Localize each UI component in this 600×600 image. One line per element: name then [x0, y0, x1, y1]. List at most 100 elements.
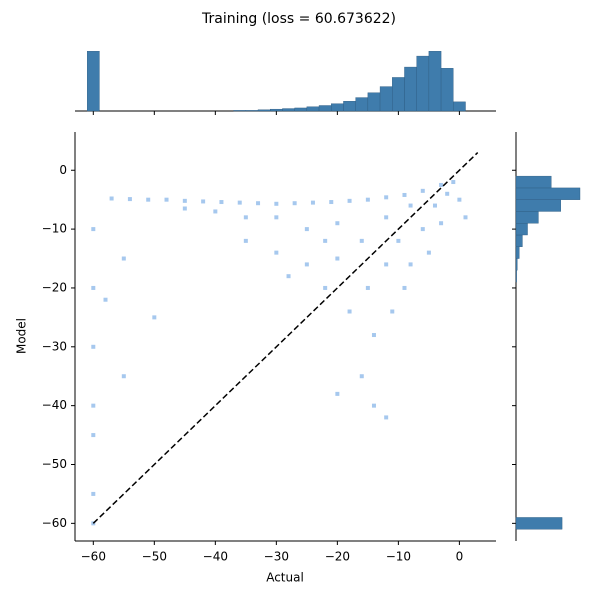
- x-axis-label: Actual: [266, 571, 304, 585]
- scatter-point: [304, 262, 309, 267]
- scatter-point: [371, 403, 376, 408]
- hist-bar: [515, 234, 523, 247]
- scatter-point: [91, 491, 96, 496]
- scatter-point: [439, 182, 444, 187]
- y-tick-label: −20: [42, 280, 67, 294]
- scatter-point: [146, 197, 151, 202]
- scatter-point: [274, 250, 279, 255]
- x-tick-label: −60: [81, 550, 106, 564]
- chart-title: Training (loss = 60.673622): [201, 11, 396, 27]
- hist-bar: [392, 77, 405, 112]
- scatter-point: [463, 215, 468, 220]
- x-tick-label: 0: [456, 550, 464, 564]
- scatter-point: [445, 191, 450, 196]
- hist-bar: [515, 246, 520, 259]
- scatter-point: [127, 197, 132, 202]
- hist-bar: [87, 51, 100, 112]
- scatter-point: [384, 215, 389, 220]
- scatter-point: [323, 285, 328, 290]
- hist-bar: [515, 223, 528, 236]
- hist-bar: [245, 110, 259, 112]
- scatter-point: [347, 198, 352, 203]
- scatter-point: [439, 221, 444, 226]
- scatter-point: [243, 238, 248, 243]
- y-axis-label: Model: [15, 318, 29, 354]
- y-tick-label: −40: [42, 398, 67, 412]
- scatter-point: [335, 391, 340, 396]
- scatter-point: [408, 262, 413, 267]
- scatter-point: [347, 309, 352, 314]
- scatter-point: [390, 309, 395, 314]
- hist-bar: [331, 103, 344, 112]
- hist-bar: [282, 108, 295, 112]
- scatter-point: [91, 433, 96, 438]
- scatter-point: [182, 206, 187, 211]
- scatter-point: [274, 215, 279, 220]
- y-tick-label: −10: [42, 222, 67, 236]
- x-tick-label: −40: [203, 550, 228, 564]
- scatter-point: [329, 200, 334, 205]
- scatter-point: [109, 196, 114, 201]
- scatter-point: [402, 285, 407, 290]
- y-tick-label: −50: [42, 457, 67, 471]
- scatter-point: [219, 200, 224, 205]
- hist-bar: [294, 107, 308, 112]
- scatter-point: [310, 200, 315, 205]
- scatter-point: [304, 227, 309, 232]
- hist-bar: [416, 55, 430, 112]
- scatter-point: [286, 274, 291, 279]
- hist-bar: [515, 175, 552, 189]
- scatter-point: [396, 238, 401, 243]
- scatter-point: [121, 256, 126, 261]
- scatter-point: [359, 374, 364, 379]
- hist-bar: [515, 270, 517, 283]
- hist-bar: [318, 105, 332, 112]
- scatter-point: [371, 333, 376, 338]
- scatter-point: [91, 285, 96, 290]
- scatter-point: [426, 250, 431, 255]
- scatter-point: [365, 197, 370, 202]
- scatter-point: [152, 315, 157, 320]
- x-tick-label: −30: [264, 550, 289, 564]
- scatter-point: [91, 344, 96, 349]
- scatter-point: [121, 374, 126, 379]
- hist-bar: [428, 51, 442, 112]
- scatter-point: [292, 201, 297, 206]
- scatter-point: [365, 285, 370, 290]
- hist-bar: [440, 68, 454, 112]
- x-tick-label: −50: [142, 550, 167, 564]
- hist-bar: [367, 92, 381, 112]
- hist-bar: [257, 109, 271, 112]
- scatter-point: [335, 256, 340, 261]
- y-tick-label: −30: [42, 339, 67, 353]
- hist-bar: [306, 106, 320, 112]
- y-tick-label: 0: [59, 163, 67, 177]
- hist-bar: [515, 211, 539, 224]
- scatter-point: [384, 195, 389, 200]
- scatter-point: [420, 188, 425, 193]
- hist-bar: [270, 108, 283, 112]
- scatter-point: [164, 197, 169, 202]
- scatter-point: [451, 180, 456, 185]
- scatter-point: [243, 215, 248, 220]
- scatter-point: [457, 197, 462, 202]
- scatter-point: [384, 415, 389, 420]
- scatter-point: [256, 201, 261, 206]
- hist-bar: [355, 97, 369, 112]
- x-tick-label: −20: [325, 550, 350, 564]
- scatter-point: [335, 221, 340, 226]
- reference-line: [92, 152, 479, 524]
- hist-bar: [233, 110, 247, 112]
- hist-bar: [404, 66, 417, 112]
- scatter-point: [402, 192, 407, 197]
- scatter-point: [201, 199, 206, 204]
- scatter-point: [420, 227, 425, 232]
- scatter-point: [408, 203, 413, 208]
- scatter-point: [91, 227, 96, 232]
- hist-bar: [453, 101, 466, 112]
- hist-bar: [379, 86, 393, 112]
- hist-bar: [515, 258, 518, 271]
- hist-bar: [343, 101, 356, 112]
- scatter-point: [213, 209, 218, 214]
